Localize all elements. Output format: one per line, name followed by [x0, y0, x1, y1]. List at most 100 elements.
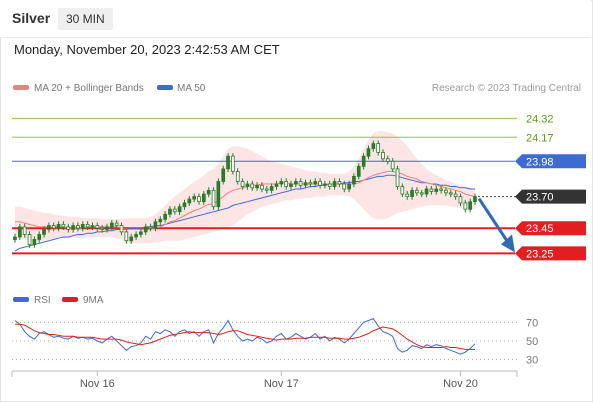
candle: [22, 223, 27, 238]
candle: [42, 226, 46, 238]
candle: [385, 155, 390, 165]
candle: [119, 222, 124, 236]
candle: [110, 220, 114, 230]
candle: [66, 223, 71, 233]
candle: [100, 225, 104, 233]
candle: [337, 178, 342, 188]
rsi-ma-line: [15, 323, 475, 350]
candle: [230, 153, 235, 175]
candles: [13, 140, 477, 248]
candle: [274, 180, 279, 190]
candle: [187, 196, 192, 207]
candle: [269, 183, 274, 194]
candle: [327, 180, 332, 190]
candle: [182, 199, 187, 210]
svg-text:23.25: 23.25: [526, 248, 554, 260]
candle: [322, 180, 327, 189]
candle: [414, 187, 419, 196]
candle: [381, 149, 385, 162]
level-label-23.70: 23.70: [515, 189, 586, 204]
x-tick-label: Nov 20: [443, 378, 478, 390]
instrument-title: Silver: [12, 10, 51, 26]
candle: [366, 145, 371, 160]
level-label-23.98: 23.98: [515, 154, 586, 169]
ma50-legend-label: MA 50: [177, 83, 206, 94]
forecast-arrow-shaft: [477, 197, 510, 244]
candle: [434, 185, 439, 195]
candle: [390, 158, 395, 172]
candle: [255, 182, 259, 191]
candle: [448, 189, 453, 198]
candle: [419, 189, 424, 198]
candle: [332, 178, 337, 190]
timestamp: Monday, November 20, 2023 2:42:53 AM CET: [14, 42, 280, 57]
x-axis: Nov 16 Nov 17 Nov 20: [11, 370, 518, 390]
candle: [424, 185, 429, 198]
candle: [13, 233, 17, 243]
candle: [473, 193, 477, 205]
svg-text:23.98: 23.98: [526, 156, 554, 168]
level-lines: [12, 117, 517, 255]
candle: [56, 221, 61, 232]
candle: [76, 222, 80, 232]
candle: [352, 173, 356, 188]
candle: [90, 222, 95, 230]
candle: [313, 178, 318, 188]
candle: [114, 220, 119, 229]
level-label-23.45: 23.45: [515, 221, 586, 236]
candle: [211, 187, 216, 210]
rsi-ma-legend-label: 9MA: [83, 295, 104, 306]
credit-label: Research © 2023 Trading Central: [432, 83, 581, 94]
candle: [284, 178, 289, 190]
candle: [458, 193, 463, 207]
candle: [71, 222, 75, 233]
rsi-ma-legend-swatch: [62, 297, 78, 302]
candle: [260, 182, 264, 193]
level-label-24.17: 24.17: [526, 132, 554, 144]
candle: [429, 185, 434, 195]
rsi-tick-label: 70: [526, 317, 538, 329]
candle: [405, 190, 410, 200]
candle: [197, 193, 201, 205]
candle: [153, 218, 158, 232]
candle: [134, 231, 138, 241]
candle: [289, 180, 293, 190]
candle: [235, 168, 240, 185]
candle: [293, 178, 298, 188]
candle: [148, 223, 153, 232]
candle: [80, 221, 85, 232]
candle: [371, 140, 376, 152]
candle: [143, 223, 148, 236]
rsi-panel: 70 50 30: [12, 317, 538, 367]
candle: [51, 222, 56, 232]
svg-text:23.70: 23.70: [526, 192, 554, 204]
level-labels: 24.32 24.17 23.98 23.70 23.45 23.25: [515, 113, 586, 261]
candle: [105, 223, 109, 233]
candle: [61, 221, 66, 230]
candle: [138, 228, 143, 238]
rsi-legend-swatch: [13, 297, 29, 302]
candle: [303, 179, 308, 189]
candle: [318, 178, 322, 189]
candle: [347, 180, 352, 193]
forecast-arrow-head: [501, 234, 515, 253]
candle: [453, 190, 458, 200]
candle: [168, 206, 172, 218]
candle: [32, 236, 37, 248]
candle: [47, 222, 51, 233]
candle: [356, 163, 361, 180]
timeframe-badge[interactable]: 30 MIN: [58, 8, 113, 30]
rsi-line: [14, 317, 476, 355]
candle: [444, 187, 448, 196]
candle: [124, 228, 129, 244]
candle: [177, 203, 182, 215]
rsi-legend-label: RSI: [34, 295, 51, 306]
candle: [395, 165, 400, 190]
chart-header: Silver 30 MIN: [0, 0, 591, 38]
x-tick-label: Nov 16: [80, 378, 115, 390]
candle: [206, 187, 211, 198]
candle: [201, 190, 206, 205]
candle: [376, 140, 381, 156]
level-label-23.25: 23.25: [515, 246, 586, 261]
